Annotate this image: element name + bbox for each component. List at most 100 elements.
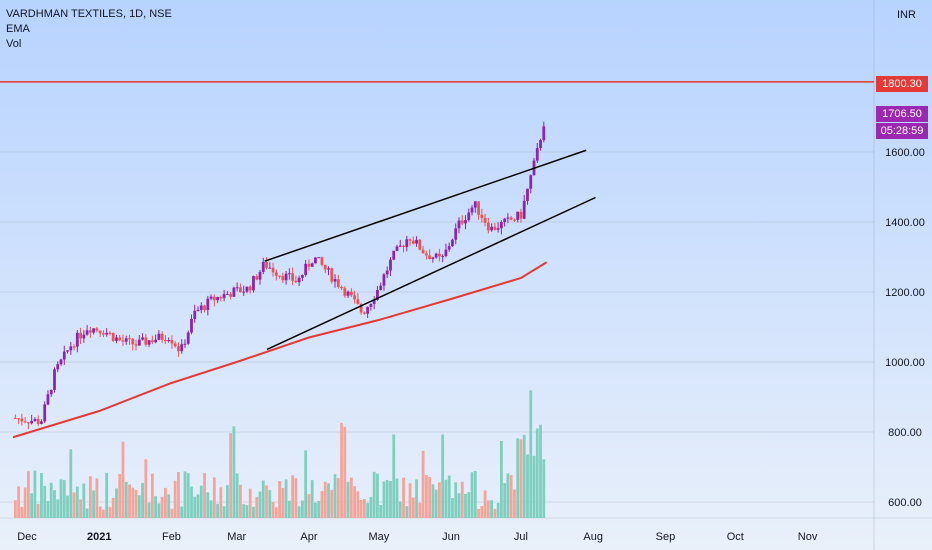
- volume-bar: [128, 484, 131, 518]
- volume-bar: [199, 485, 203, 518]
- volume-bar: [336, 478, 340, 518]
- volume-bar: [506, 473, 510, 518]
- legend: VARDHMAN TEXTILES, 1D, NSE EMA Vol: [6, 8, 172, 53]
- candle-body: [451, 239, 454, 247]
- volume-bar: [23, 487, 27, 518]
- volume-bar: [79, 499, 82, 518]
- volume-bar: [59, 479, 63, 518]
- volume-bar: [82, 483, 86, 518]
- candle-body: [186, 332, 190, 344]
- candle-body: [323, 264, 327, 270]
- volume-bar: [88, 476, 92, 518]
- y-tick-label: 1000.00: [885, 357, 925, 369]
- candle-body: [395, 246, 399, 251]
- x-tick-label: Feb: [162, 531, 181, 543]
- volume-bar: [190, 486, 193, 518]
- x-tick-label: Apr: [300, 531, 317, 543]
- volume-bar: [470, 472, 474, 518]
- volume-bar: [124, 481, 128, 518]
- resistance-price-tag: 1800.30: [876, 76, 928, 92]
- candle-body: [473, 201, 477, 208]
- volume-bar: [376, 473, 379, 518]
- candle-body: [369, 303, 373, 307]
- volume-bar: [493, 508, 497, 518]
- volume-bar: [424, 475, 428, 518]
- candle-body: [353, 295, 356, 300]
- volume-bar: [366, 502, 370, 518]
- volume-bar: [284, 479, 288, 518]
- candle-body: [529, 175, 533, 189]
- candle-body: [173, 343, 177, 347]
- candle-body: [490, 226, 494, 231]
- candle-body: [141, 337, 144, 340]
- x-tick-label: Dec: [17, 531, 37, 543]
- candle-body: [307, 263, 311, 267]
- volume-bar: [258, 491, 262, 518]
- candle-body: [336, 279, 340, 287]
- y-tick-label: 600.00: [888, 497, 922, 509]
- volume-bar: [314, 502, 317, 518]
- volume-bar: [418, 502, 422, 518]
- volume-bar: [268, 490, 272, 518]
- volume-bar: [229, 433, 233, 518]
- candle-body: [79, 332, 82, 339]
- candle-body: [88, 330, 92, 333]
- volume-bar: [72, 492, 76, 518]
- candle-body: [447, 246, 451, 250]
- candle-body: [62, 351, 66, 360]
- volume-bar: [499, 440, 503, 518]
- candle-body: [349, 291, 353, 296]
- volume-bar: [17, 486, 21, 518]
- volume-bar: [245, 505, 249, 518]
- candle-body: [248, 286, 252, 291]
- candle-body: [206, 298, 210, 310]
- volume-bar: [75, 486, 79, 518]
- currency-label[interactable]: INR: [897, 9, 916, 21]
- candle-body: [366, 306, 370, 314]
- symbol-title[interactable]: VARDHMAN TEXTILES, 1D, NSE: [6, 8, 172, 20]
- volume-bar: [408, 483, 412, 518]
- candle-body: [46, 394, 50, 405]
- volume-bar: [13, 500, 17, 518]
- candle-body: [150, 340, 154, 343]
- volume-bar: [526, 454, 529, 518]
- volume-bar: [287, 500, 291, 518]
- x-tick-label: Jul: [514, 531, 528, 543]
- candle-body: [245, 286, 249, 292]
- ema-line: [12, 261, 548, 439]
- candle-body: [444, 249, 448, 257]
- volume-bar: [522, 434, 526, 518]
- volume-bar: [281, 488, 285, 518]
- volume-bar: [421, 450, 425, 518]
- candle-body: [209, 296, 213, 299]
- volume-bar: [333, 474, 337, 518]
- volume-bar: [340, 423, 343, 518]
- candle-body: [519, 211, 523, 219]
- candle-body: [26, 422, 30, 424]
- volume-bar: [513, 489, 516, 518]
- volume-bar: [105, 472, 109, 518]
- volume-bar: [307, 494, 311, 518]
- volume-bar: [216, 503, 219, 518]
- volume-bar: [49, 482, 53, 518]
- candle-body: [392, 250, 396, 260]
- x-tick-label: Jun: [442, 531, 460, 543]
- candle-body: [108, 332, 112, 334]
- candle-body: [281, 275, 285, 281]
- candle-body: [389, 259, 392, 271]
- candle-body: [13, 418, 17, 419]
- volume-bar: [141, 482, 144, 518]
- volume-bar: [255, 496, 259, 518]
- volume-bar: [438, 482, 441, 518]
- candle-body: [274, 272, 278, 276]
- indicator-vol-label[interactable]: Vol: [6, 38, 22, 50]
- indicator-ema-label[interactable]: EMA: [6, 23, 30, 35]
- volume-bar: [431, 484, 435, 518]
- volume-bar: [496, 502, 500, 518]
- candle-body: [157, 333, 161, 340]
- candle-body: [258, 271, 262, 280]
- candle-body: [291, 273, 295, 281]
- candle-body: [105, 332, 109, 335]
- candle-body: [424, 253, 428, 256]
